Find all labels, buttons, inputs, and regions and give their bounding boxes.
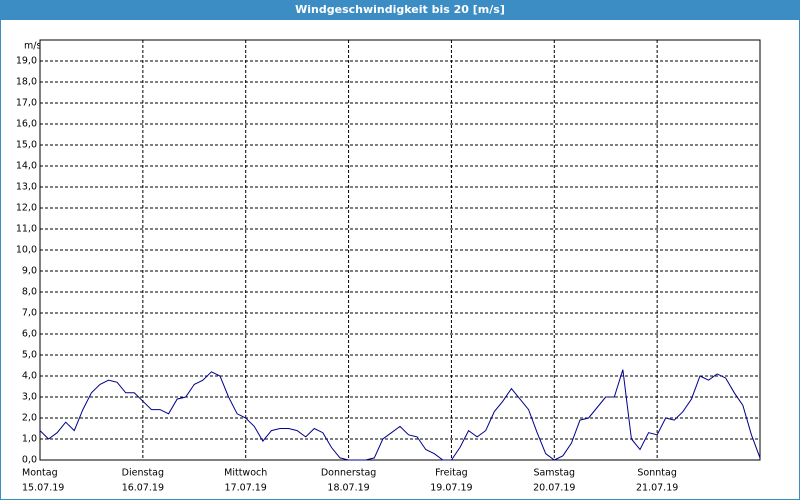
y-tick-label: 7,0 (22, 308, 37, 319)
y-tick-label: 2,0 (22, 413, 37, 424)
x-tick-label: Donnerstag (321, 468, 376, 479)
y-tick-label: 6,0 (22, 329, 37, 340)
y-tick-label: 18,0 (16, 77, 37, 88)
y-tick-label: 13,0 (16, 182, 37, 193)
data-line (39, 369, 761, 461)
y-tick-label: 11,0 (16, 224, 37, 235)
x-tick-date: 19.07.19 (430, 483, 472, 494)
x-tick-date: 21.07.19 (636, 483, 678, 494)
y-tick-label: 14,0 (16, 161, 37, 172)
y-tick-label: 0,0 (22, 455, 37, 466)
y-tick-label: 19,0 (16, 56, 37, 67)
y-tick-label: 9,0 (22, 266, 37, 277)
chart-title: Windgeschwindigkeit bis 20 [m/s] (295, 3, 505, 16)
x-tick-date: 17.07.19 (225, 483, 267, 494)
x-tick-date: 16.07.19 (122, 483, 164, 494)
x-tick-label: Freitag (435, 468, 468, 479)
x-tick-label: Montag (22, 468, 58, 479)
x-tick-label: Samstag (533, 468, 575, 479)
y-tick-label: 12,0 (16, 203, 37, 214)
x-tick-date: 20.07.19 (533, 483, 575, 494)
y-tick-label: 15,0 (16, 140, 37, 151)
y-tick-label: 8,0 (22, 287, 37, 298)
x-tick-date: 18.07.19 (327, 483, 369, 494)
y-tick-label: 4,0 (22, 371, 37, 382)
y-tick-label: 1,0 (22, 434, 37, 445)
y-tick-label: 3,0 (22, 392, 37, 403)
y-tick-label: 17,0 (16, 98, 37, 109)
x-tick-label: Dienstag (122, 468, 164, 479)
title-bar (0, 0, 800, 20)
y-tick-label: 10,0 (16, 245, 37, 256)
x-tick-date: 15.07.19 (22, 483, 64, 494)
y-tick-label: 5,0 (22, 350, 37, 361)
x-tick-label: Mittwoch (224, 468, 267, 479)
x-tick-label: Sonntag (637, 468, 676, 479)
y-unit: m/s (24, 41, 41, 52)
y-tick-label: 16,0 (16, 119, 37, 130)
